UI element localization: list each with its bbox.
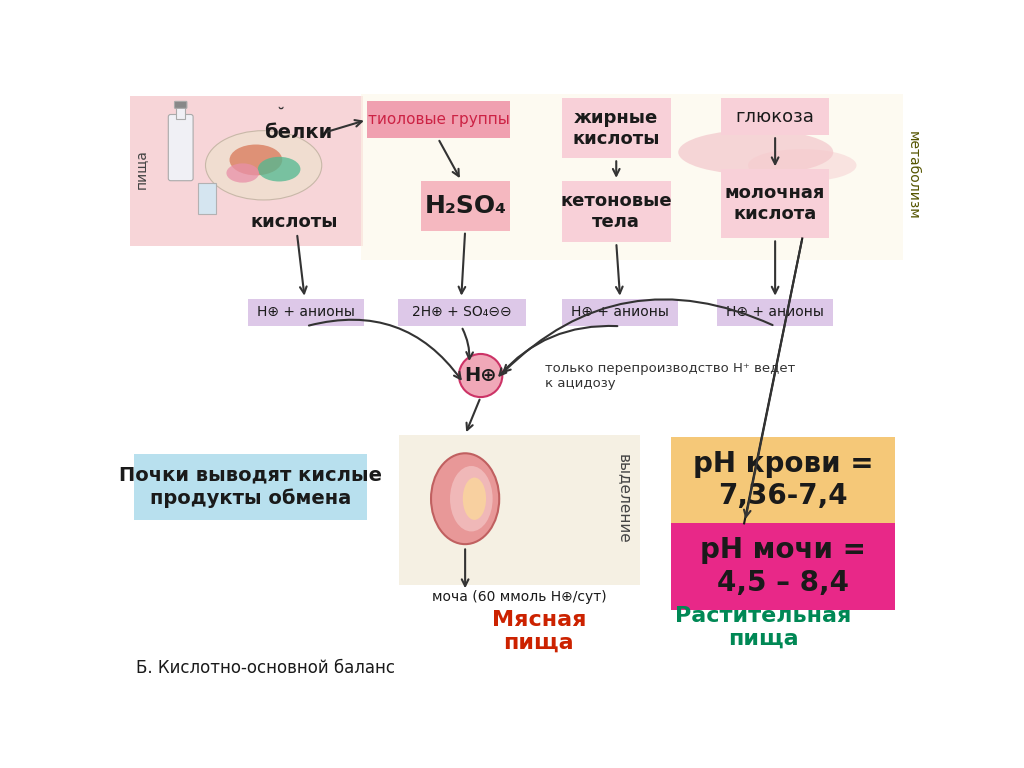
Ellipse shape bbox=[431, 453, 500, 545]
Text: жирные
кислоты: жирные кислоты bbox=[572, 109, 660, 147]
Ellipse shape bbox=[229, 144, 283, 175]
Ellipse shape bbox=[463, 478, 486, 520]
Text: пища: пища bbox=[134, 149, 148, 189]
Text: 2H⊕ + SO₄⊖⊖: 2H⊕ + SO₄⊖⊖ bbox=[412, 306, 511, 319]
FancyBboxPatch shape bbox=[671, 523, 895, 610]
Ellipse shape bbox=[748, 149, 856, 181]
FancyBboxPatch shape bbox=[168, 114, 194, 180]
Text: H⊕ + анионы: H⊕ + анионы bbox=[257, 306, 355, 319]
Text: тиоловые группы: тиоловые группы bbox=[368, 112, 509, 127]
Text: H⊕: H⊕ bbox=[464, 366, 497, 385]
FancyBboxPatch shape bbox=[360, 94, 903, 260]
FancyBboxPatch shape bbox=[397, 299, 525, 326]
Text: Мясная
пища: Мясная пища bbox=[492, 610, 586, 653]
Text: кислоты: кислоты bbox=[251, 213, 338, 230]
Text: только перепроизводство H⁺ ведет
к ацидозу: только перепроизводство H⁺ ведет к ацидо… bbox=[545, 362, 796, 389]
Ellipse shape bbox=[450, 466, 493, 531]
Text: белки: белки bbox=[264, 123, 333, 142]
FancyBboxPatch shape bbox=[671, 437, 895, 523]
FancyBboxPatch shape bbox=[248, 299, 365, 326]
Text: H⊕ + анионы: H⊕ + анионы bbox=[571, 306, 669, 319]
Text: ˘: ˘ bbox=[276, 106, 285, 124]
Text: Растительная
пища: Растительная пища bbox=[675, 606, 852, 649]
Text: выделение: выделение bbox=[616, 454, 632, 544]
Ellipse shape bbox=[206, 131, 322, 200]
FancyBboxPatch shape bbox=[562, 180, 671, 243]
Text: H₂SO₄: H₂SO₄ bbox=[425, 194, 507, 218]
FancyBboxPatch shape bbox=[562, 299, 678, 326]
Text: молочная
кислота: молочная кислота bbox=[725, 184, 825, 223]
Text: Б. Кислотно-основной баланс: Б. Кислотно-основной баланс bbox=[136, 659, 394, 677]
FancyBboxPatch shape bbox=[176, 106, 185, 119]
FancyBboxPatch shape bbox=[399, 435, 640, 585]
Text: кетоновые
тела: кетоновые тела bbox=[560, 192, 672, 231]
Circle shape bbox=[459, 354, 503, 397]
Ellipse shape bbox=[678, 130, 834, 174]
FancyBboxPatch shape bbox=[421, 180, 510, 230]
Ellipse shape bbox=[258, 157, 300, 181]
Text: глюкоза: глюкоза bbox=[735, 108, 814, 126]
FancyBboxPatch shape bbox=[721, 169, 829, 238]
Text: H⊕ + анионы: H⊕ + анионы bbox=[726, 306, 824, 319]
FancyBboxPatch shape bbox=[198, 183, 216, 214]
FancyBboxPatch shape bbox=[367, 101, 510, 138]
Text: метаболизм: метаболизм bbox=[905, 131, 920, 220]
FancyBboxPatch shape bbox=[562, 98, 671, 158]
FancyBboxPatch shape bbox=[130, 96, 362, 247]
FancyBboxPatch shape bbox=[134, 454, 367, 519]
Text: Почки выводят кислые
продукты обмена: Почки выводят кислые продукты обмена bbox=[119, 466, 382, 508]
FancyBboxPatch shape bbox=[721, 98, 829, 135]
FancyBboxPatch shape bbox=[717, 299, 834, 326]
Ellipse shape bbox=[226, 164, 259, 183]
Text: pH мочи =
4,5 – 8,4: pH мочи = 4,5 – 8,4 bbox=[699, 536, 866, 597]
Text: моча (60 ммоль H⊕/сут): моча (60 ммоль H⊕/сут) bbox=[432, 590, 606, 604]
FancyBboxPatch shape bbox=[174, 101, 187, 108]
Text: pH крови =
7,36-7,4: pH крови = 7,36-7,4 bbox=[692, 450, 873, 511]
